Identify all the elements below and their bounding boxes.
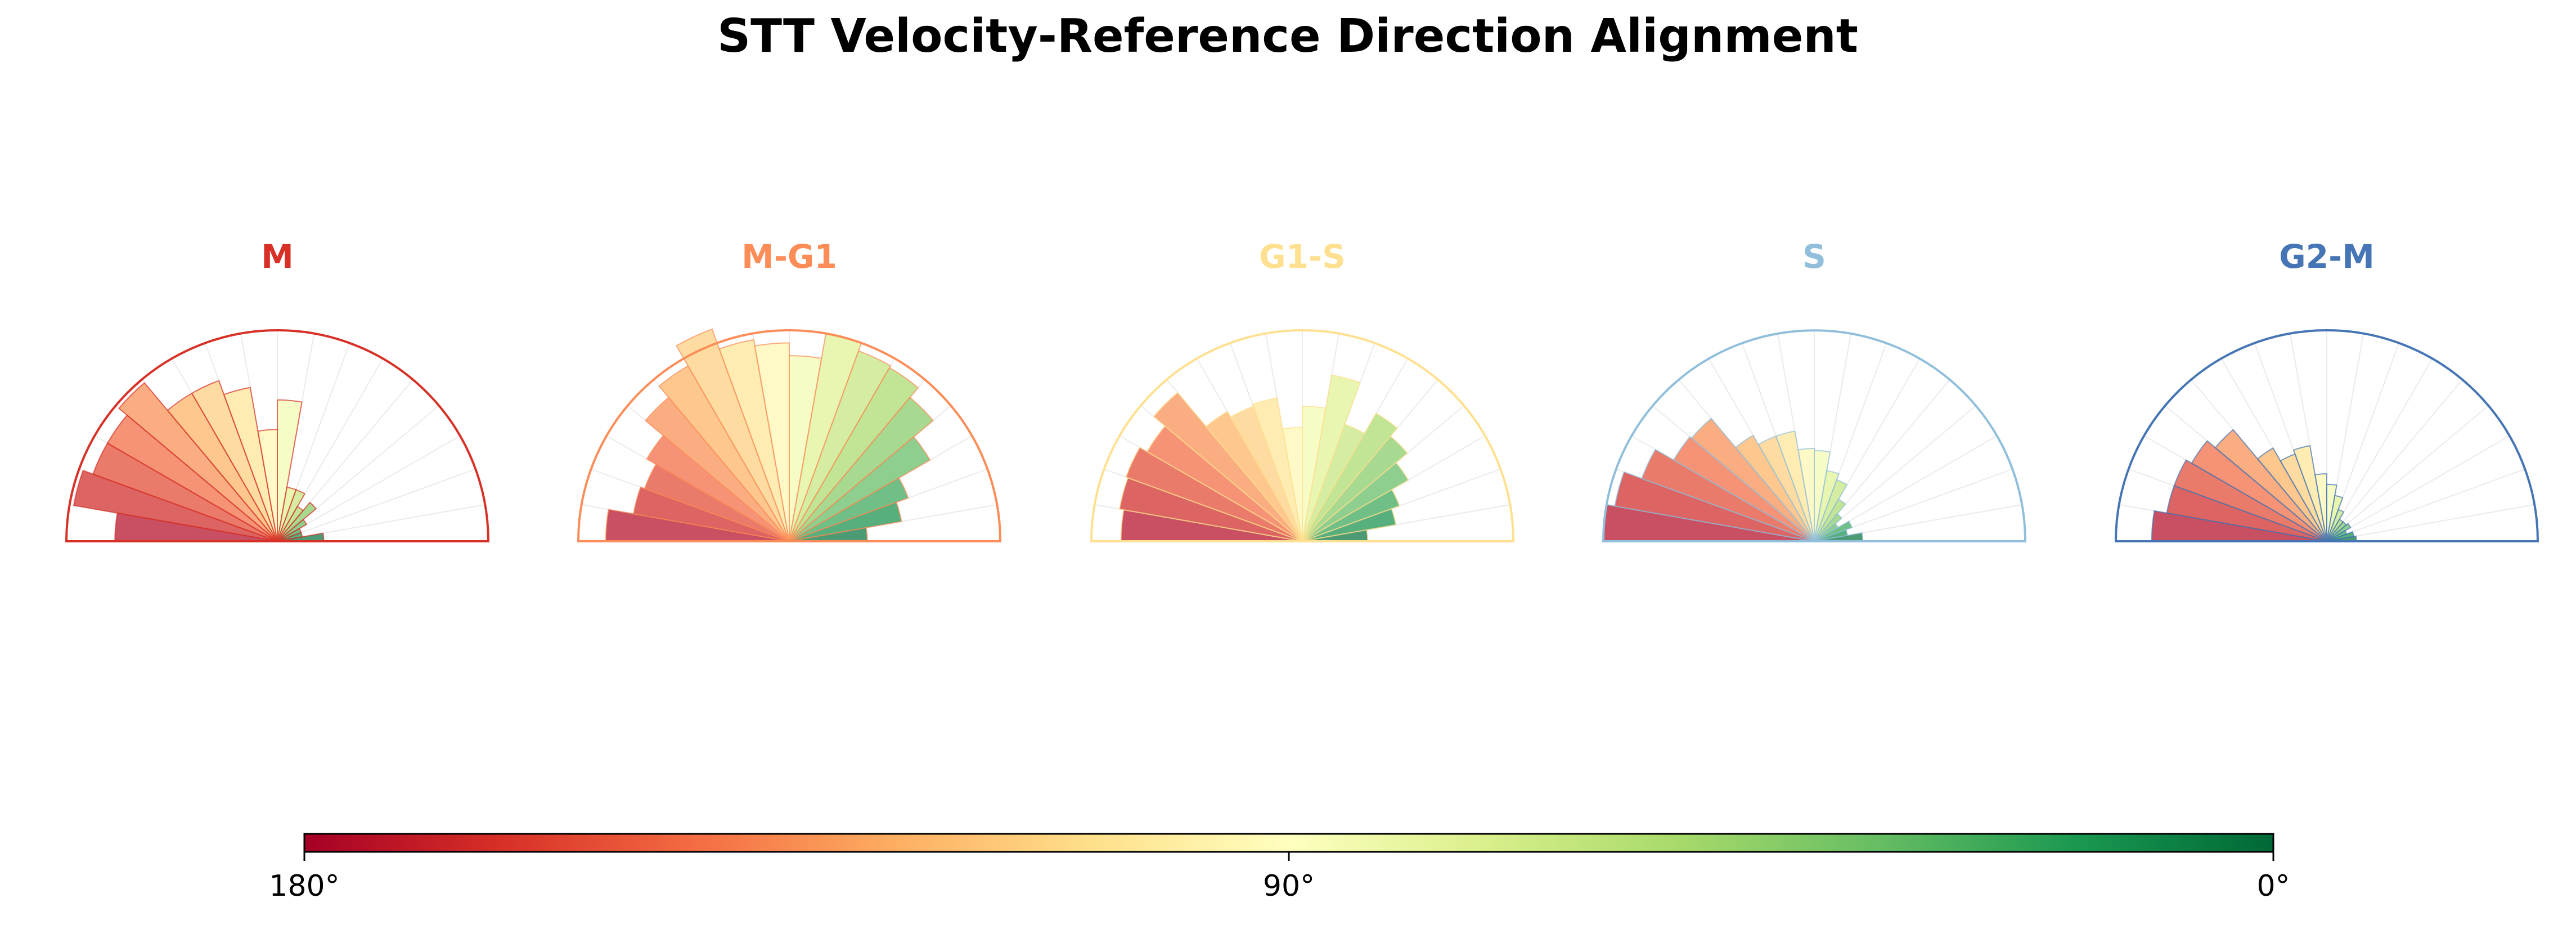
panel-title: M <box>261 237 294 276</box>
colorbar-label-180: 180° <box>269 869 339 903</box>
rose-bar <box>789 477 909 542</box>
colorbar-label-0: 0° <box>2256 869 2290 903</box>
rose-panel-m: M <box>65 237 490 542</box>
rose-bar <box>223 387 278 542</box>
rose-bar <box>789 367 919 542</box>
grid-spoke <box>277 468 476 542</box>
rose-bar <box>1641 448 1815 542</box>
rose-bar <box>789 350 892 542</box>
rose-panel-m-g1: M-G1 <box>577 237 1002 542</box>
rose-bar <box>1614 471 1815 542</box>
rose-bar <box>1814 520 1853 542</box>
rose-bar <box>1775 430 1815 542</box>
rose-frame <box>2114 329 2539 542</box>
rose-bar <box>2326 523 2352 542</box>
rose-bar <box>1302 435 1409 542</box>
rose-bar <box>73 470 278 542</box>
rose-bar <box>1302 508 1397 542</box>
rose-bar <box>1153 392 1303 542</box>
chart-title: STT Velocity-Reference Direction Alignme… <box>717 10 1858 63</box>
rose-bar <box>2292 444 2327 542</box>
rose-panels: M M-G1 G1-S S G2-M <box>65 237 2539 542</box>
rose-bar <box>1302 374 1361 542</box>
grid-spoke <box>277 435 461 542</box>
grid-spoke <box>2326 468 2525 542</box>
rose-bar <box>1302 412 1399 542</box>
rose-bar <box>191 380 278 542</box>
rose-frame <box>1090 329 1515 542</box>
rose-frame <box>1602 329 2027 542</box>
rose-bar <box>754 342 790 542</box>
rose-bar <box>1797 447 1815 542</box>
rose-bar <box>632 486 790 542</box>
panel-title: G2-M <box>2279 237 2375 276</box>
grid-spoke <box>2326 435 2510 542</box>
rose-bar <box>1302 461 1409 542</box>
rose-bar <box>1814 479 1848 542</box>
grid-spoke <box>2326 358 2433 542</box>
rose-bar <box>2173 459 2327 542</box>
rose-bar <box>277 519 308 542</box>
colorbar: 180° 90° 0° <box>269 833 2290 903</box>
rose-bar <box>118 382 278 542</box>
panel-title: S <box>1802 237 1826 276</box>
rose-bar <box>1673 435 1815 542</box>
rose-bar <box>1252 397 1303 542</box>
rose-frame <box>577 329 1002 542</box>
colorbar-gradient <box>303 833 2274 853</box>
colorbar-label-90: 90° <box>1263 869 1315 903</box>
rose-frame <box>65 329 490 542</box>
rose-bar <box>2314 473 2327 542</box>
grid-spoke <box>2326 405 2489 542</box>
rose-bar <box>789 501 902 542</box>
rose-panel-g2-m: G2-M <box>2114 237 2539 542</box>
panel-title: M-G1 <box>741 237 837 276</box>
rose-bar <box>2191 440 2327 542</box>
rose-bar <box>277 501 317 542</box>
rose-bar <box>1814 498 1846 542</box>
rose-panel-s: S <box>1602 237 2027 542</box>
rose-bar <box>718 339 790 542</box>
grid-spoke <box>2326 379 2463 542</box>
rose-bar <box>1302 488 1400 542</box>
grid-spoke <box>2326 504 2535 542</box>
rose-panel-g1-s: G1-S <box>1090 237 1515 542</box>
rose-bar <box>2214 429 2327 542</box>
rose-bar <box>1691 417 1815 542</box>
rose-bar <box>1734 434 1815 542</box>
rose-bar <box>1814 513 1843 542</box>
rose-bar <box>789 435 931 542</box>
rose-bar <box>1205 411 1303 542</box>
rose-bar <box>676 328 790 542</box>
rose-bar <box>2256 447 2327 542</box>
rose-bar <box>789 396 934 542</box>
rose-bar <box>1125 446 1303 542</box>
panel-title: G1-S <box>1259 237 1346 276</box>
